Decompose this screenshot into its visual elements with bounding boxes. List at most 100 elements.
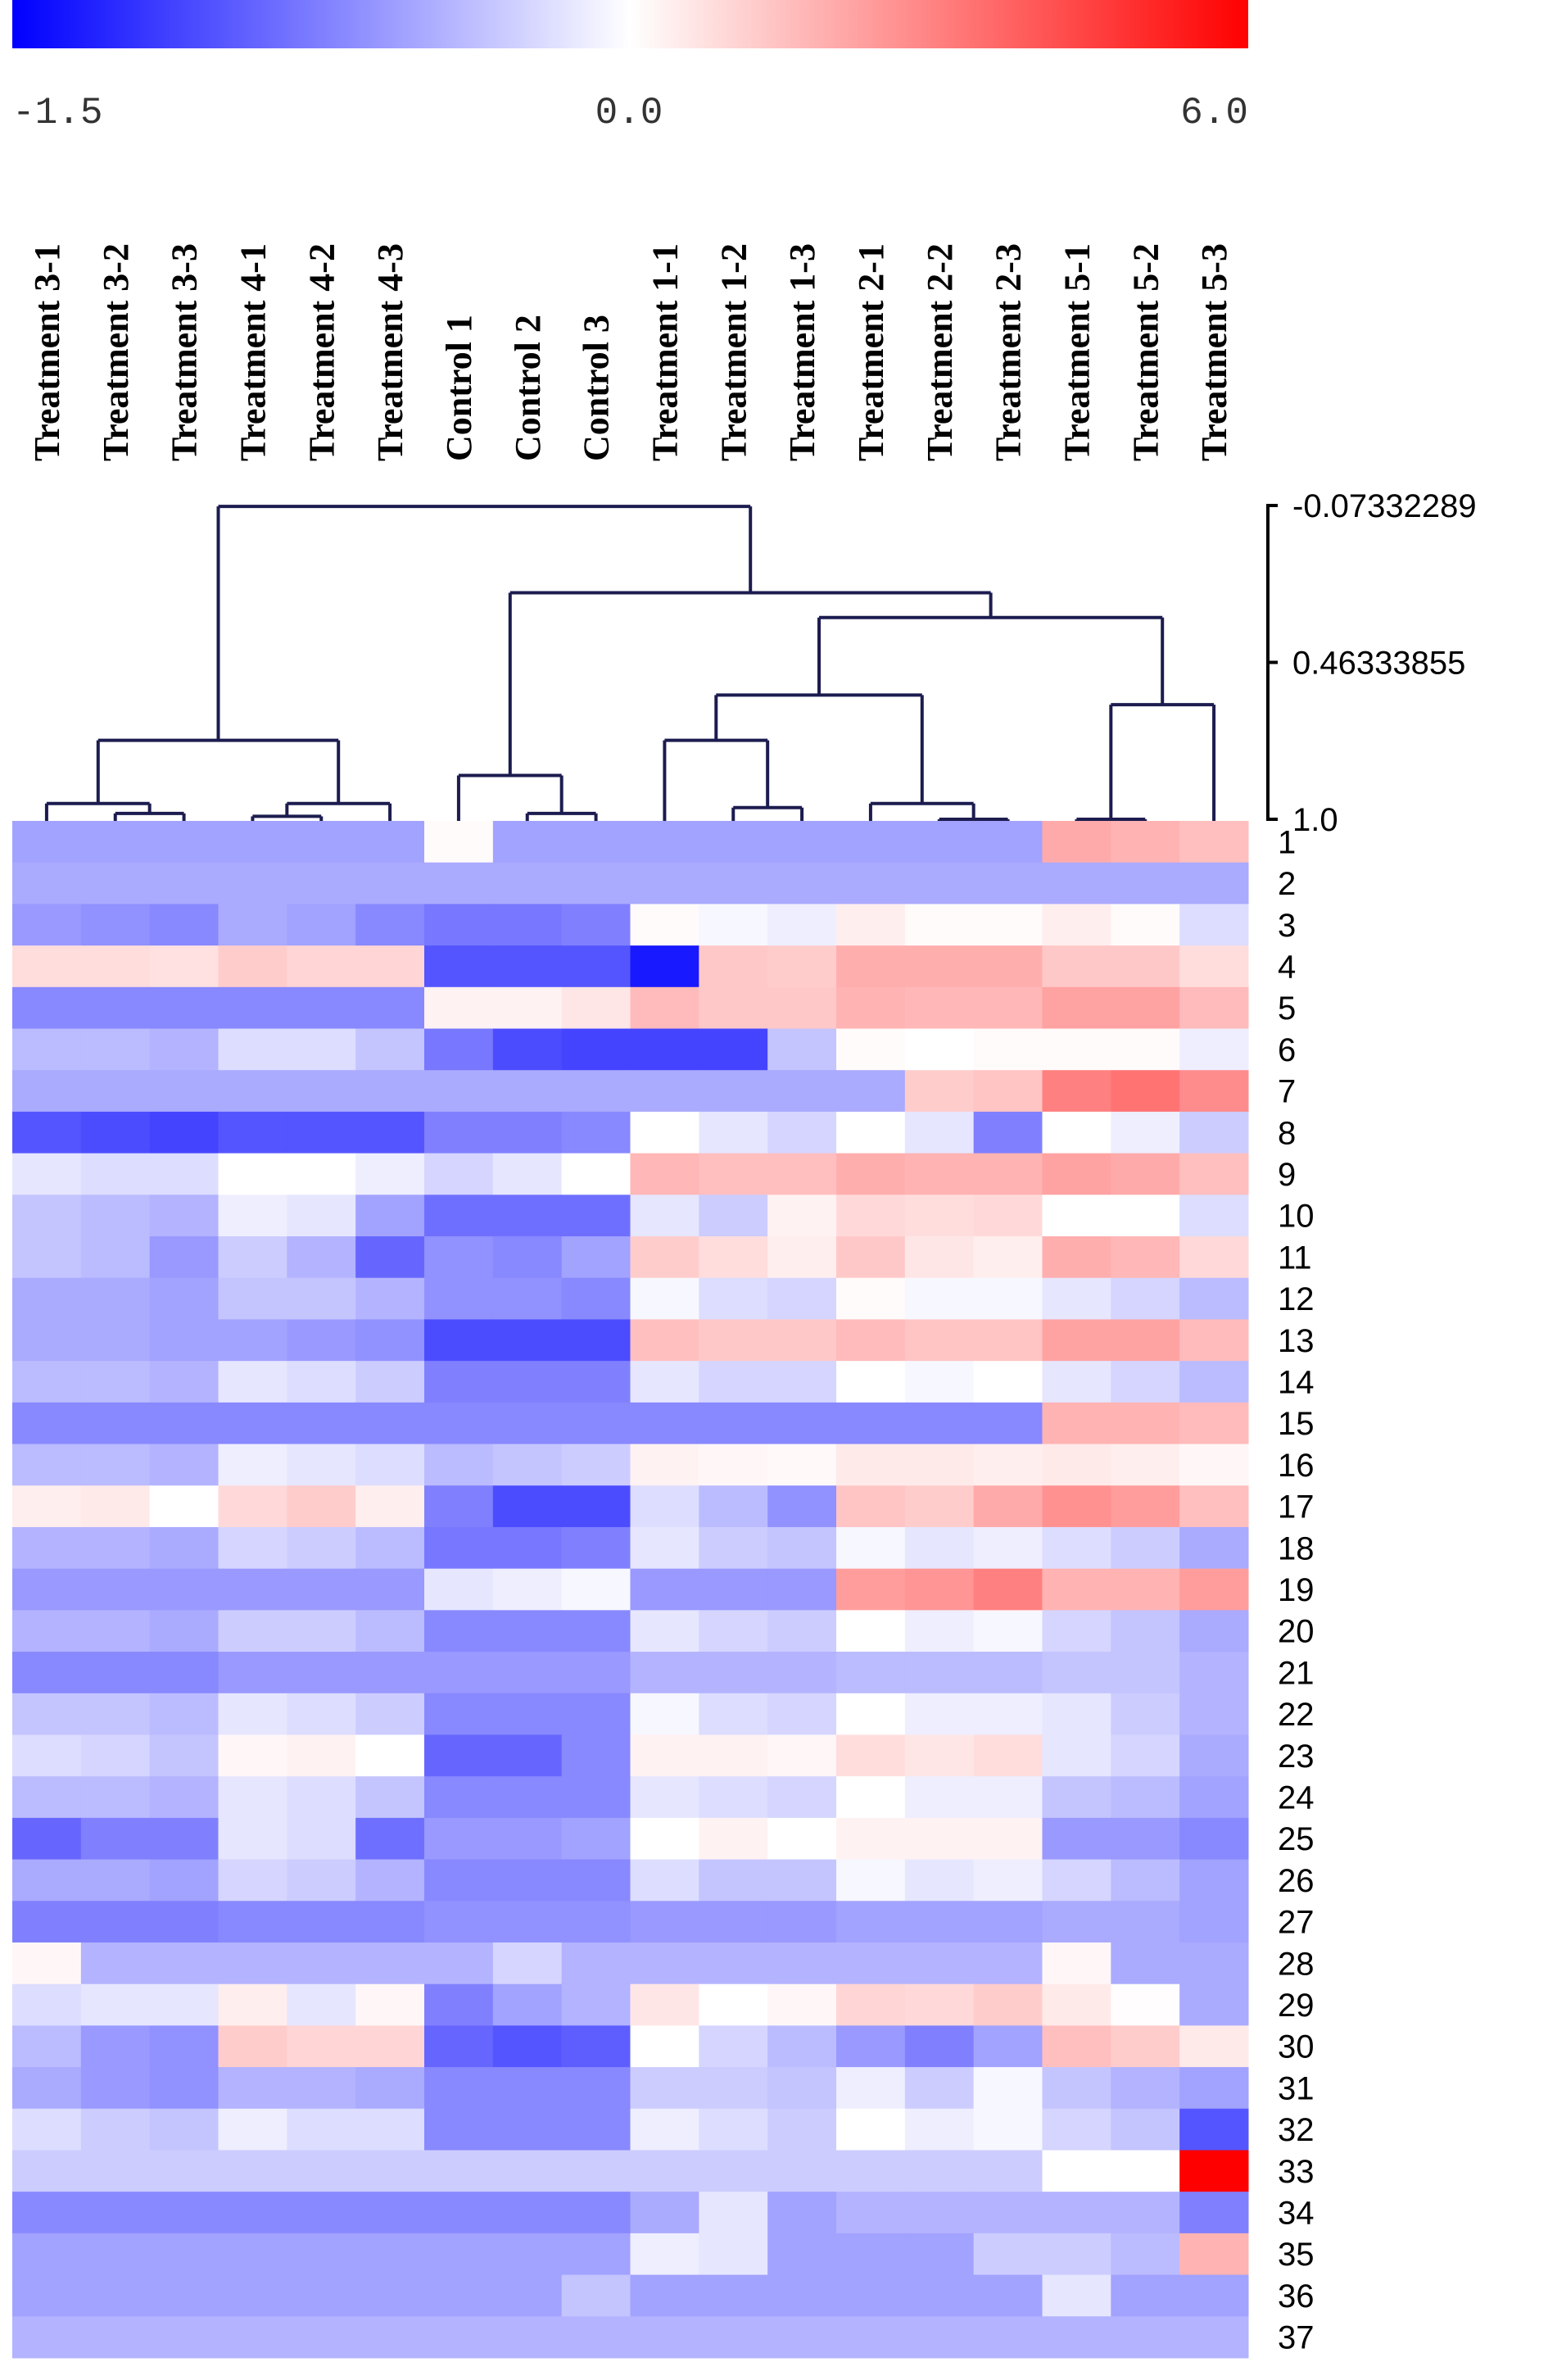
heatmap-cell	[973, 1734, 1043, 1777]
heatmap-cell	[149, 1568, 219, 1611]
heatmap-cell	[699, 1983, 768, 2026]
heatmap-cell	[699, 1361, 768, 1403]
heatmap-cell	[973, 945, 1043, 988]
heatmap-cell	[424, 1526, 494, 1570]
row-label: 20	[1278, 1614, 1315, 1650]
heatmap-cell	[355, 1195, 425, 1237]
heatmap-cell	[12, 1652, 82, 1694]
column-label: Treatment 4-3	[370, 243, 410, 461]
heatmap-cell	[424, 1568, 494, 1611]
heatmap-cell	[1179, 1236, 1249, 1279]
heatmap-cell	[12, 2025, 82, 2068]
heatmap-cell	[561, 1319, 631, 1362]
heatmap-cell	[355, 2025, 425, 2068]
heatmap-cell	[80, 2192, 151, 2234]
heatmap-cell	[12, 1153, 82, 1195]
heatmap-cell	[149, 1195, 219, 1237]
heatmap-cell	[1042, 1402, 1111, 1445]
heatmap-cell	[287, 1028, 356, 1071]
heatmap-cell	[767, 2233, 837, 2276]
heatmap-cell	[1179, 821, 1249, 864]
heatmap-cell	[836, 1568, 906, 1611]
heatmap-cell	[218, 2025, 287, 2068]
heatmap-cell	[767, 1942, 837, 1985]
heatmap-cell	[149, 2274, 219, 2317]
heatmap-cell	[287, 1776, 356, 1819]
heatmap-cell	[492, 1568, 563, 1611]
heatmap-cell	[836, 1361, 906, 1403]
heatmap-cell	[149, 1526, 219, 1570]
heatmap-cell	[12, 1734, 82, 1777]
heatmap-cell	[1111, 1277, 1180, 1320]
heatmap-cell	[630, 821, 699, 864]
row-label: 17	[1278, 1489, 1315, 1525]
heatmap-cell	[149, 1817, 219, 1861]
heatmap-cell	[973, 1111, 1043, 1154]
heatmap-cell	[492, 862, 563, 904]
heatmap-cell	[80, 1901, 151, 1943]
heatmap-cell	[355, 1693, 425, 1735]
heatmap-cell	[767, 862, 837, 904]
heatmap-cell	[218, 2108, 287, 2151]
heatmap-cell	[973, 1776, 1043, 1819]
heatmap-cell	[1111, 1568, 1180, 1611]
heatmap-cell	[904, 1734, 975, 1777]
heatmap-cell	[424, 1028, 494, 1071]
heatmap-cell	[699, 1153, 768, 1195]
heatmap-cell	[287, 1610, 356, 1652]
heatmap-cell	[424, 1734, 494, 1777]
heatmap-cell	[80, 1402, 151, 1445]
heatmap-cell	[218, 1734, 287, 1777]
heatmap-cell	[80, 1942, 151, 1985]
heatmap-cell	[492, 986, 563, 1030]
heatmap-cell	[80, 1028, 151, 1071]
heatmap-cell	[699, 1859, 768, 1902]
heatmap-cell	[492, 2233, 563, 2276]
heatmap-cell	[630, 1319, 699, 1362]
heatmap-cell	[218, 1070, 287, 1113]
heatmap-cell	[630, 1776, 699, 1819]
heatmap-cell	[218, 1485, 287, 1528]
heatmap-cell	[424, 1652, 494, 1694]
heatmap-cell	[1179, 2108, 1249, 2151]
heatmap-cell	[1179, 1402, 1249, 1445]
heatmap-cell	[630, 2274, 699, 2317]
heatmap-cell	[424, 2274, 494, 2317]
heatmap-cell	[973, 1028, 1043, 1071]
heatmap-cell	[424, 2108, 494, 2151]
heatmap-cell	[355, 1983, 425, 2026]
heatmap-cell	[630, 1111, 699, 1154]
heatmap-cell	[973, 904, 1043, 946]
heatmap-cell	[355, 2108, 425, 2151]
heatmap-cell	[424, 1153, 494, 1195]
heatmap-cell	[492, 821, 563, 864]
heatmap-cell	[424, 1195, 494, 1237]
heatmap-cell	[561, 2108, 631, 2151]
heatmap-cell	[12, 1402, 82, 1445]
heatmap-cell	[80, 986, 151, 1030]
heatmap-cell	[492, 1693, 563, 1735]
heatmap-cell	[836, 2274, 906, 2317]
heatmap-cell	[287, 1485, 356, 1528]
heatmap-cell	[767, 1610, 837, 1652]
heatmap-cell	[287, 2316, 356, 2359]
heatmap-cell	[836, 1111, 906, 1154]
heatmap-cell	[767, 1901, 837, 1943]
heatmap-cell	[973, 986, 1043, 1030]
heatmap-cell	[80, 1236, 151, 1279]
heatmap-cell	[1042, 986, 1111, 1030]
dendrogram-axis-label: -0.07332289	[1292, 488, 1477, 524]
heatmap-cell	[767, 1195, 837, 1237]
heatmap-cell	[561, 1236, 631, 1279]
heatmap-cell	[904, 1277, 975, 1320]
heatmap-cell	[1042, 1111, 1111, 1154]
heatmap-cell	[973, 1236, 1043, 1279]
heatmap-cell	[1111, 1859, 1180, 1902]
heatmap-cell	[836, 1652, 906, 1694]
heatmap-cell	[218, 1277, 287, 1320]
heatmap-cell	[218, 1942, 287, 1985]
heatmap-cell	[1111, 1693, 1180, 1735]
heatmap-cell	[149, 2025, 219, 2068]
heatmap-cell	[1042, 1693, 1111, 1735]
heatmap-cell	[904, 1111, 975, 1154]
